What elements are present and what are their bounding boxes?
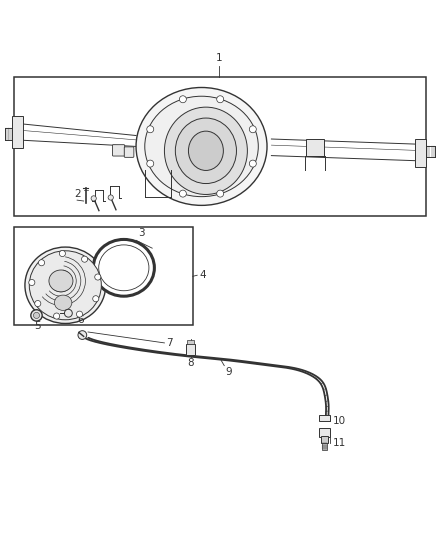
Circle shape [93,296,99,302]
FancyBboxPatch shape [124,147,134,157]
Bar [319,415,330,422]
Text: 11: 11 [332,438,346,448]
Circle shape [217,190,224,197]
Text: 7: 7 [166,338,173,348]
Text: 8: 8 [187,358,194,368]
Circle shape [29,279,35,286]
Ellipse shape [49,270,73,292]
Ellipse shape [145,96,258,197]
Circle shape [81,256,88,262]
Text: 10: 10 [332,416,346,426]
Bar [416,139,426,167]
Circle shape [39,260,45,266]
Circle shape [78,330,87,340]
Text: 5: 5 [35,321,41,331]
Ellipse shape [99,245,149,290]
Ellipse shape [25,247,106,324]
Bar [14,227,193,326]
Circle shape [147,160,154,167]
Circle shape [249,126,256,133]
Text: 4: 4 [199,270,206,280]
Bar [319,428,330,437]
Circle shape [147,126,154,133]
Bar [186,344,195,355]
Circle shape [249,160,256,167]
Circle shape [59,251,65,256]
Circle shape [31,310,42,321]
Ellipse shape [93,239,154,296]
Circle shape [35,301,41,306]
Circle shape [217,96,224,103]
Ellipse shape [136,87,267,205]
Circle shape [180,190,186,197]
Text: 1: 1 [215,53,223,63]
Circle shape [33,312,39,318]
Ellipse shape [164,107,247,195]
Circle shape [95,274,101,280]
Bar [187,340,194,344]
Bar [321,437,328,443]
Circle shape [108,195,113,200]
Bar [306,139,324,156]
Text: 3: 3 [138,228,145,238]
Ellipse shape [175,118,237,183]
Bar [14,77,426,216]
Text: 2: 2 [74,189,81,199]
Ellipse shape [188,131,223,171]
Circle shape [77,311,83,317]
Text: 6: 6 [77,315,84,325]
FancyBboxPatch shape [113,144,125,156]
Ellipse shape [29,251,101,320]
Circle shape [91,196,96,201]
Bar [12,116,23,148]
Circle shape [64,309,72,317]
Circle shape [53,313,60,319]
Ellipse shape [54,295,72,310]
Circle shape [180,96,186,103]
Text: 9: 9 [226,367,232,377]
Bar [322,443,327,450]
